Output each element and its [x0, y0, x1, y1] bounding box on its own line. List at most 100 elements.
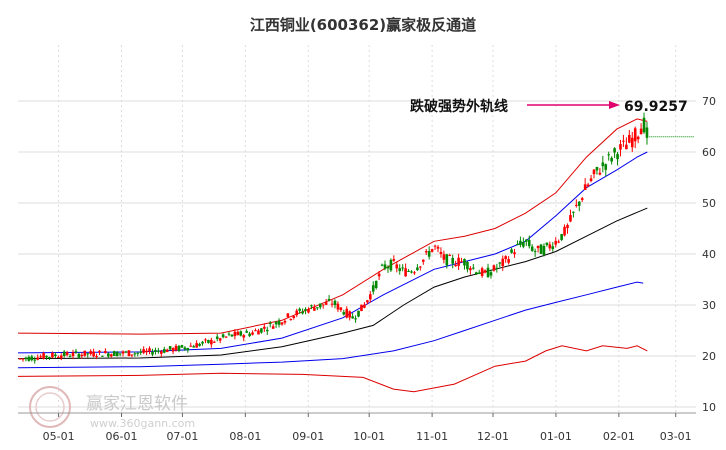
candle-body — [557, 241, 560, 243]
candle-body — [566, 224, 569, 229]
candle-body — [642, 117, 646, 133]
candle-body — [392, 259, 396, 261]
candle-body — [480, 268, 484, 276]
candle-body — [177, 346, 181, 351]
axes: 10 20 30 40 50 60 70 05-01 06-01 07-01 08-01 09-01 1… — [18, 95, 716, 443]
candle-body — [39, 356, 42, 358]
candle-body — [548, 244, 552, 249]
candle-body — [162, 349, 166, 353]
candle-body — [336, 303, 340, 310]
candle-body — [572, 211, 575, 213]
candle-body — [21, 358, 25, 360]
candle-body — [318, 303, 322, 308]
candle-body — [71, 352, 75, 357]
candle-body — [427, 251, 431, 257]
candle-body — [366, 300, 369, 303]
candle-body — [345, 308, 349, 318]
candle-body — [45, 355, 48, 358]
candle-body — [539, 244, 543, 254]
candle-body — [168, 346, 172, 350]
candle-body — [436, 246, 440, 249]
candle-body — [304, 309, 307, 311]
candle-body — [59, 355, 63, 359]
candle-body — [424, 251, 428, 253]
candle-body — [139, 351, 143, 353]
candle-body — [501, 258, 505, 266]
candle-body — [636, 136, 640, 140]
candle-body — [519, 240, 522, 246]
candle-body — [56, 356, 60, 358]
candle-body — [215, 336, 219, 339]
y-tick-label: 10 — [702, 401, 716, 414]
candle-body — [466, 261, 469, 270]
candle-body — [630, 137, 634, 148]
candle-body — [239, 331, 243, 336]
candle-body — [133, 353, 137, 355]
candle-body — [401, 267, 404, 269]
candle-body — [472, 267, 475, 269]
candle-body — [227, 333, 231, 335]
candle-body — [48, 356, 51, 358]
candle-body — [301, 311, 304, 314]
candle-body — [192, 346, 195, 348]
x-tick-label: 10-01 — [353, 430, 385, 443]
candle-body — [127, 350, 131, 357]
candle-body — [321, 304, 325, 306]
candle-body — [457, 257, 460, 266]
candle-body — [380, 264, 384, 266]
candle-body — [469, 268, 472, 271]
candle-body — [80, 354, 84, 357]
candle-body — [522, 242, 525, 247]
candle-body — [83, 350, 87, 356]
channel-bands — [17, 118, 648, 393]
candle-body — [560, 234, 563, 240]
candle-body — [639, 128, 643, 135]
candle-body — [233, 331, 237, 337]
candle-body — [604, 164, 608, 170]
candle-body — [445, 254, 449, 266]
candle-body — [271, 326, 275, 329]
candle-body — [368, 294, 372, 300]
candle-body — [112, 351, 116, 356]
candle-body — [483, 270, 487, 273]
candle-body — [124, 351, 128, 353]
candle-body — [333, 300, 337, 306]
candle-body — [413, 272, 416, 274]
candle-body — [363, 304, 366, 308]
annotation: 跌破强势外轨线 69.9257 — [410, 98, 694, 138]
candle-body — [142, 349, 145, 353]
candle-body — [371, 285, 375, 292]
candle-body — [430, 249, 434, 252]
candle-body — [486, 267, 490, 278]
candle-body — [121, 351, 125, 354]
candle-body — [145, 350, 148, 353]
candle-body — [545, 242, 549, 246]
candle-body — [33, 359, 37, 361]
candle-body — [536, 245, 540, 249]
candle-body — [504, 256, 507, 260]
candle-body — [263, 326, 266, 329]
candle-body — [389, 259, 393, 271]
candle-body — [339, 307, 343, 311]
candle-body — [575, 204, 578, 206]
candle-body — [292, 316, 296, 318]
candle-body — [410, 271, 413, 273]
candle-body — [513, 252, 516, 255]
candle-body — [265, 329, 269, 332]
candle-body — [92, 351, 95, 357]
candle-body — [492, 265, 496, 271]
candle-body — [236, 331, 240, 336]
candle-body — [354, 318, 357, 320]
candle-body — [454, 264, 457, 267]
candle-body — [130, 354, 134, 356]
candle-body — [27, 356, 31, 361]
candle-body — [421, 259, 425, 262]
candle-body — [230, 334, 234, 337]
peak-value-label: 69.9257 — [624, 99, 688, 115]
candle-body — [136, 352, 140, 354]
candle-body — [148, 348, 151, 352]
candle-body — [62, 351, 66, 357]
candle-body — [298, 308, 301, 311]
candle-body — [313, 307, 316, 311]
x-tick-label: 11-01 — [416, 430, 448, 443]
